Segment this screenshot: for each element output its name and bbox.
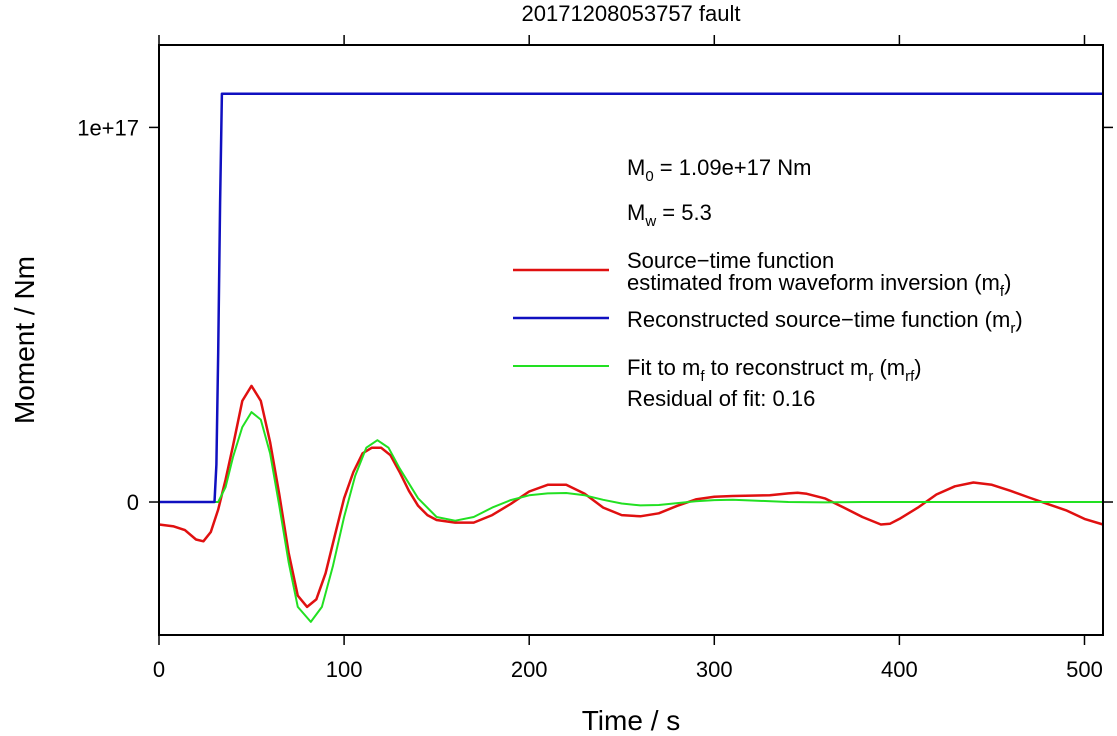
x-tick-label: 500 (1066, 657, 1103, 682)
y-tick-label: 1e+17 (77, 115, 139, 140)
x-tick-label: 0 (153, 657, 165, 682)
axis-ticks: 0 100 200 300 400 500 0 1e+17 (77, 35, 1113, 682)
x-tick-label: 100 (326, 657, 363, 682)
legend-label-blue: Reconstructed source−time function (mr) (627, 307, 1023, 337)
series-line-red (158, 384, 1104, 609)
series-layer (158, 92, 1104, 623)
legend-label-red: Source−time function (627, 248, 834, 273)
series-line-blue (159, 92, 1103, 504)
x-tick-label: 300 (696, 657, 733, 682)
y-tick-label: 0 (127, 490, 139, 515)
moment-magnitude-label: Mw = 5.3 (627, 200, 712, 230)
x-tick-label: 400 (881, 657, 918, 682)
plot-frame (158, 44, 1104, 636)
x-tick-label: 200 (511, 657, 548, 682)
y-axis-title: Moment / Nm (9, 256, 40, 424)
x-axis-title: Time / s (582, 705, 681, 736)
series-line-green (159, 411, 1103, 623)
legend-label-green: Fit to mf to reconstruct mr (mrf) (627, 355, 922, 385)
legend-label-red: estimated from waveform inversion (mf) (627, 270, 1011, 300)
residual-label: Residual of fit: 0.16 (627, 386, 815, 411)
annotations: M0 = 1.09e+17 Nm Mw = 5.3 Residual of fit:… (627, 155, 815, 411)
chart-title: 20171208053757 fault (522, 1, 741, 26)
seismic-moment-label: M0 = 1.09e+17 Nm (627, 155, 811, 185)
